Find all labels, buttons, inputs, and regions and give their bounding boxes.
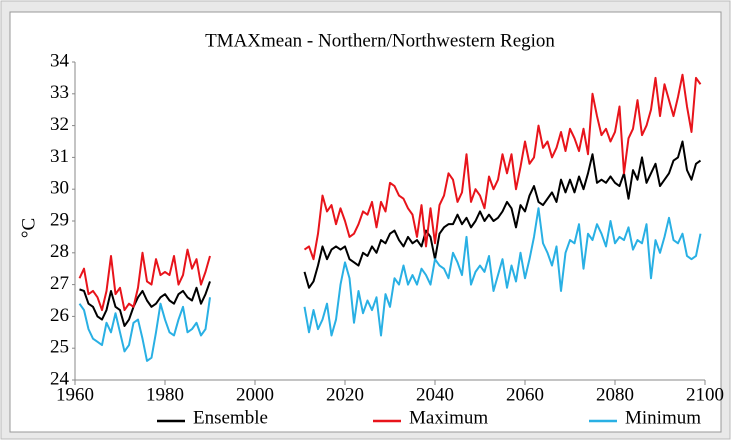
y-tick-label: 26 <box>50 305 69 326</box>
y-axis-label: °C <box>18 218 39 238</box>
series-line <box>79 140 702 327</box>
y-tick-label: 33 <box>50 82 69 103</box>
chart-title: TMAXmean - Northern/Northwestern Region <box>205 30 555 51</box>
x-tick-label: 2060 <box>506 384 544 405</box>
x-tick-label: 2040 <box>416 384 454 405</box>
legend-label: Ensemble <box>193 407 268 428</box>
chart-area <box>9 11 722 433</box>
x-tick-label: 1980 <box>146 384 184 405</box>
y-tick-label: 27 <box>50 273 69 294</box>
y-tick-label: 25 <box>50 337 69 358</box>
legend-label: Minimum <box>625 407 701 428</box>
x-tick-label: 2020 <box>326 384 364 405</box>
y-tick-label: 30 <box>50 178 69 199</box>
series-line <box>78 73 702 312</box>
series-line <box>78 207 702 362</box>
x-tick-label: 1960 <box>56 384 94 405</box>
y-tick-label: 28 <box>50 241 69 262</box>
x-tick-label: 2080 <box>596 384 634 405</box>
x-tick-label: 2100 <box>686 384 724 405</box>
y-tick-label: 31 <box>50 146 69 167</box>
y-tick-label: 32 <box>50 114 69 135</box>
legend-label: Maximum <box>409 407 488 428</box>
y-tick-label: 29 <box>50 209 69 230</box>
x-tick-label: 2000 <box>236 384 274 405</box>
y-tick-label: 24 <box>50 368 70 389</box>
y-tick-label: 34 <box>50 50 70 71</box>
